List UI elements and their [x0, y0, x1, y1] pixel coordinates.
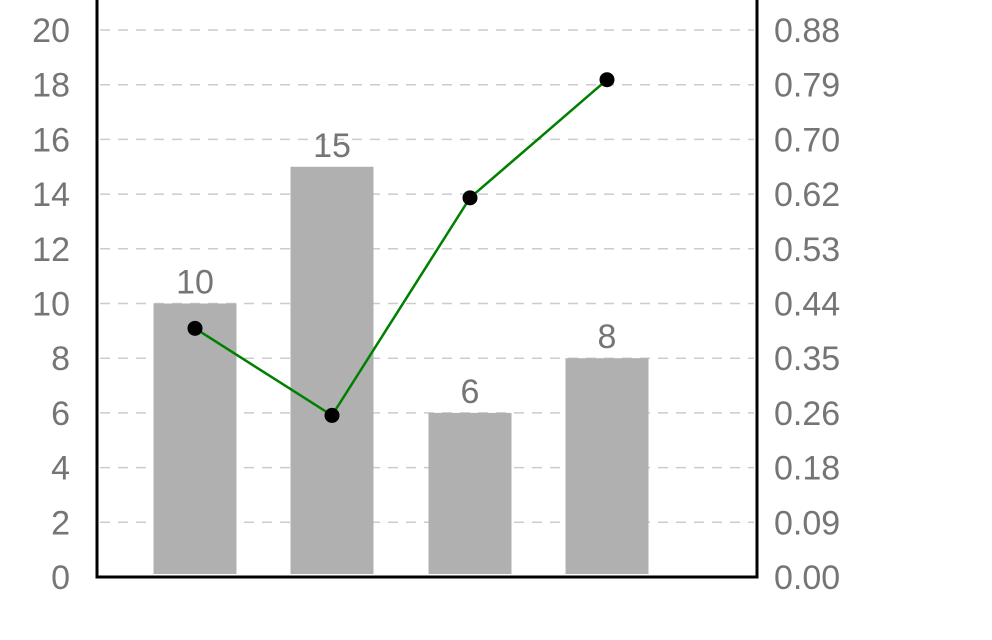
right-tick-label: 0.09 [774, 504, 840, 542]
left-tick-label: 4 [51, 450, 70, 488]
right-tick-label: 0.79 [774, 67, 840, 105]
right-tick-label: 0.18 [774, 450, 840, 488]
bar-series [153, 166, 649, 574]
right-tick-label: 0.35 [774, 340, 840, 378]
line-point [599, 72, 615, 88]
line-point [324, 407, 340, 423]
left-tick-label: 6 [51, 395, 70, 433]
bar-value-labels: 10 15 6 8 [176, 127, 616, 411]
bar [428, 412, 512, 574]
right-tick-label: 0.26 [774, 395, 840, 433]
right-axis-tick-labels: 0.00 0.09 0.18 0.26 0.35 0.44 0.53 0.62 0.70 0.79… [774, 12, 840, 597]
left-tick-label: 14 [32, 176, 70, 214]
right-tick-label: 0.44 [774, 286, 840, 324]
line-point [462, 190, 478, 206]
bar [153, 303, 237, 574]
left-tick-label: 16 [32, 121, 70, 159]
right-tick-label: 0.53 [774, 231, 840, 269]
bar-value-label: 8 [598, 318, 617, 356]
bar-value-label: 10 [176, 264, 214, 302]
line-path [194, 78, 608, 418]
axes [95, 0, 759, 579]
left-tick-label: 18 [32, 67, 70, 105]
left-tick-label: 2 [51, 504, 70, 542]
line-series [187, 72, 615, 423]
bar-value-label: 6 [461, 373, 480, 411]
left-axis-tick-labels: 0 2 4 6 8 10 12 14 16 18 20 [32, 12, 70, 597]
line-point [187, 320, 203, 336]
right-tick-label: 0.70 [774, 121, 840, 159]
left-tick-label: 12 [32, 231, 70, 269]
bar [565, 358, 649, 574]
right-tick-label: 0.62 [774, 176, 840, 214]
right-tick-label: 0.88 [774, 12, 840, 50]
bar-value-label: 15 [313, 127, 351, 165]
left-tick-label: 8 [51, 340, 70, 378]
right-tick-label: 0.00 [774, 559, 840, 597]
left-tick-label: 0 [51, 559, 70, 597]
left-tick-label: 10 [32, 286, 70, 324]
left-tick-label: 20 [32, 12, 70, 50]
